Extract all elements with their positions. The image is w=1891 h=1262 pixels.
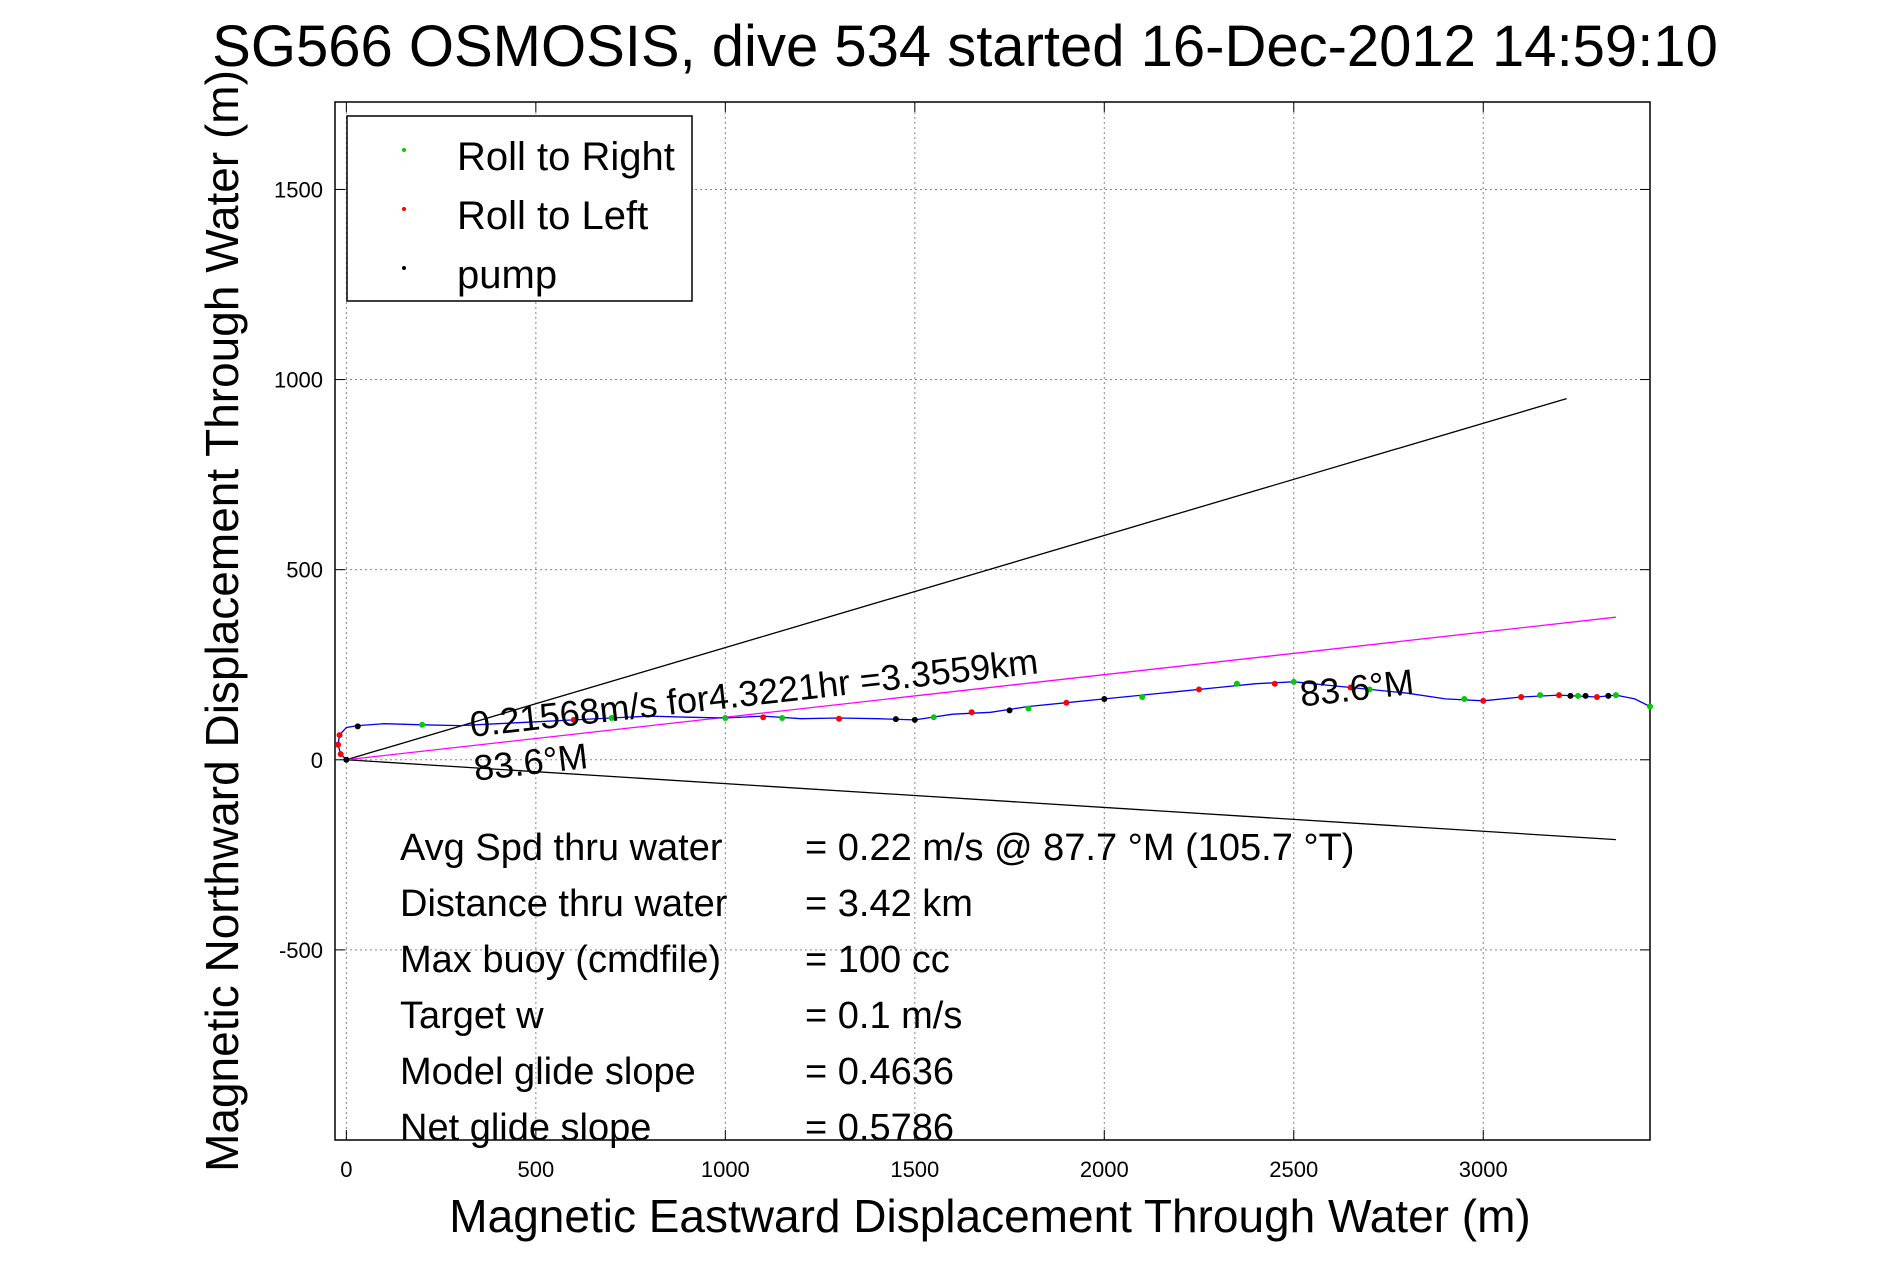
pump-point: [1101, 695, 1108, 702]
y-tick-label: -500: [279, 938, 323, 963]
roll-left-point: [1556, 692, 1563, 699]
chart-title: SG566 OSMOSIS, dive 534 started 16-Dec-2…: [212, 14, 1718, 79]
stat-label: Model glide slope: [400, 1051, 696, 1093]
stat-label: Net glide slope: [400, 1107, 651, 1149]
roll-left-point: [968, 709, 975, 716]
mean-heading-line: [346, 616, 1616, 761]
stat-value: = 0.4636: [805, 1051, 954, 1093]
pump-point: [1567, 692, 1574, 699]
pump-point: [343, 756, 350, 763]
roll-right-point: [779, 714, 786, 721]
x-axis-label: Magnetic Eastward Displacement Through W…: [449, 1190, 1530, 1242]
marker-points: [335, 678, 1653, 763]
x-tick-label: 1500: [890, 1157, 939, 1182]
roll-right-point: [1366, 686, 1373, 693]
y-tick-label: 0: [311, 748, 323, 773]
stat-value: = 0.22 m/s @ 87.7 °M (105.7 °T): [805, 827, 1354, 869]
legend: Roll to Right Roll to Left pump: [346, 115, 693, 302]
x-tick-label: 3000: [1459, 1157, 1508, 1182]
roll-left-point: [760, 714, 767, 721]
roll-right-point: [1461, 695, 1468, 702]
roll-left-point: [1196, 686, 1203, 693]
gridlines: [335, 102, 1650, 1140]
roll-left-point: [1271, 680, 1278, 687]
roll-left-point: [1347, 684, 1354, 691]
upper-bound-line: [346, 397, 1567, 761]
x-tick-label: 1000: [701, 1157, 750, 1182]
roll-right-point: [1290, 678, 1297, 685]
roll-right-point: [1025, 705, 1032, 712]
roll-right-point: [419, 721, 426, 728]
roll-left-point: [1480, 697, 1487, 704]
stat-value: = 0.5786: [805, 1107, 954, 1149]
roll-right-point: [1139, 694, 1146, 701]
x-tick-label: 500: [517, 1157, 554, 1182]
legend-label-roll-left: Roll to Left: [457, 194, 648, 238]
roll-right-point: [1574, 692, 1581, 699]
pump-point: [1605, 692, 1612, 699]
pump-point: [1582, 692, 1589, 699]
roll-right-point: [722, 714, 729, 721]
legend-marker-roll-left: [402, 207, 406, 211]
y-ticks: -500 0 500 1000 1500: [274, 177, 1650, 963]
lower-bound-line: [346, 759, 1616, 841]
stat-label: Max buoy (cmdfile): [400, 939, 721, 981]
roll-right-point: [608, 714, 615, 721]
roll-right-point: [1233, 680, 1240, 687]
x-tick-label: 2500: [1269, 1157, 1318, 1182]
stats-block: Avg Spd thru water = 0.22 m/s @ 87.7 °M …: [400, 827, 1354, 1149]
legend-marker-roll-right: [402, 148, 406, 152]
roll-left-point: [336, 732, 343, 739]
roll-left-point: [335, 741, 342, 748]
roll-left-point: [337, 751, 344, 758]
pump-point: [911, 716, 918, 723]
stat-value: = 0.1 m/s: [805, 995, 962, 1037]
reference-lines: [346, 397, 1616, 841]
roll-right-point: [1647, 703, 1653, 710]
stat-value: = 3.42 km: [805, 883, 973, 925]
pump-point: [1006, 707, 1013, 714]
pump-point: [354, 723, 361, 730]
y-tick-label: 1000: [274, 368, 323, 393]
legend-marker-pump: [402, 266, 406, 270]
stat-label: Target w: [400, 995, 544, 1037]
roll-left-point: [1593, 694, 1600, 701]
pump-point: [892, 716, 899, 723]
legend-label-pump: pump: [457, 253, 557, 297]
y-tick-label: 500: [286, 558, 323, 583]
roll-right-point: [1537, 692, 1544, 699]
y-tick-label: 1500: [274, 177, 323, 202]
x-tick-label: 0: [340, 1157, 352, 1182]
stat-label: Avg Spd thru water: [400, 827, 723, 869]
stat-value: = 100 cc: [805, 939, 950, 981]
x-tick-label: 2000: [1080, 1157, 1129, 1182]
roll-right-point: [930, 714, 937, 721]
y-axis-label: Magnetic Northward Displacement Through …: [196, 70, 248, 1172]
roll-left-point: [836, 715, 843, 722]
stat-label: Distance thru water: [400, 883, 728, 925]
roll-left-point: [570, 716, 577, 723]
x-ticks: 0 500 1000 1500 2000 2500 3000: [340, 102, 1508, 1182]
roll-left-point: [1518, 694, 1525, 701]
roll-left-point: [1063, 699, 1070, 706]
legend-label-roll-right: Roll to Right: [457, 135, 675, 179]
roll-right-point: [1612, 692, 1619, 699]
